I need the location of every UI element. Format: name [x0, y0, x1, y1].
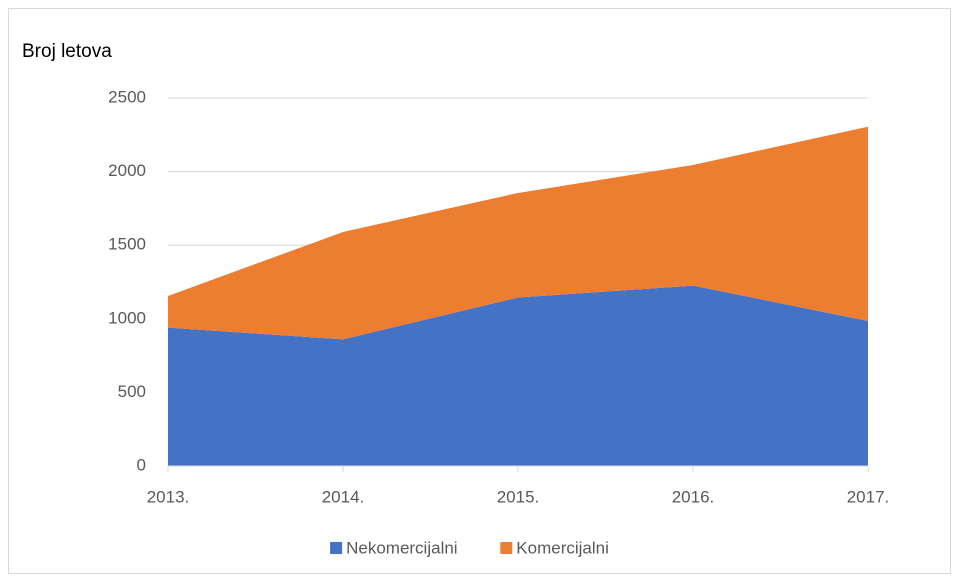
y-tick-label: 2000 [108, 161, 146, 180]
legend-swatch [500, 542, 513, 554]
chart-title: Broj letova [22, 41, 112, 62]
x-tick-label: 2014. [322, 487, 365, 506]
x-tick-label: 2017. [847, 487, 890, 506]
y-tick-label: 1500 [108, 235, 146, 254]
area [168, 285, 868, 466]
x-tick-label: 2015. [497, 487, 540, 506]
x-tick-label: 2013. [147, 487, 190, 506]
legend-swatch [330, 542, 343, 554]
y-tick-label: 1000 [108, 308, 146, 327]
y-tick-label: 500 [118, 382, 146, 401]
area [168, 126, 868, 340]
y-tick-label: 0 [137, 455, 146, 474]
x-tick-label: 2016. [672, 487, 715, 506]
legend-label: Komercijalni [516, 538, 609, 557]
y-tick-label: 2500 [108, 87, 146, 106]
legend-label: Nekomercijalni [346, 538, 457, 557]
